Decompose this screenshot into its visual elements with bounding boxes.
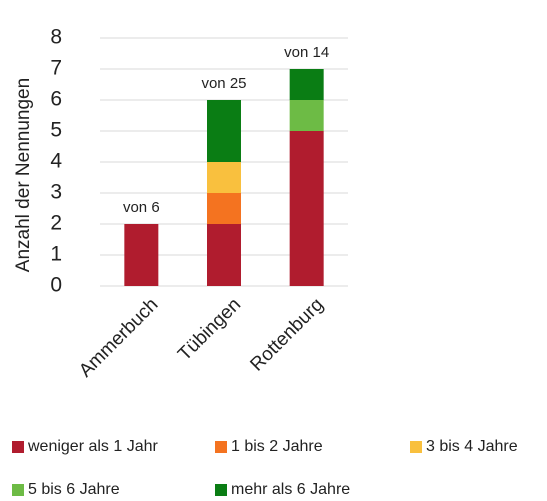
legend-label: 3 bis 4 Jahre <box>426 438 518 455</box>
bar-segment <box>207 193 241 224</box>
legend-label: weniger als 1 Jahr <box>27 438 159 455</box>
legend-swatch <box>215 484 227 496</box>
legend-label: 5 bis 6 Jahre <box>28 481 120 498</box>
legend-swatch <box>410 441 422 453</box>
y-tick-label: 0 <box>50 274 62 297</box>
x-tick-label: Ammerbuch <box>75 294 162 381</box>
bar-segment <box>289 69 324 100</box>
x-tick-label: Tübingen <box>174 294 245 365</box>
bar-segment <box>207 224 241 286</box>
bar-annotation: von 14 <box>284 44 329 61</box>
bar-segment <box>289 131 324 286</box>
y-tick-label: 1 <box>50 243 62 266</box>
legend-swatch <box>12 441 24 453</box>
bar-annotation: von 25 <box>201 75 246 92</box>
bar-segment <box>124 224 159 286</box>
y-tick-label: 3 <box>50 181 62 204</box>
y-tick-label: 6 <box>50 88 62 111</box>
y-tick-label: 7 <box>50 57 62 80</box>
bar-segment <box>289 100 324 131</box>
y-tick-label: 4 <box>50 150 62 173</box>
legend-swatch <box>12 484 24 496</box>
x-tick-label: Rottenburg <box>246 294 327 375</box>
y-tick-label: 8 <box>50 26 62 49</box>
y-tick-label: 5 <box>50 119 62 142</box>
bar-segment <box>207 162 241 193</box>
legend-label: 1 bis 2 Jahre <box>231 438 323 455</box>
y-tick-label: 2 <box>50 212 62 235</box>
legend-label: mehr als 6 Jahre <box>231 481 350 498</box>
bar-segment <box>207 100 241 162</box>
bar-annotation: von 6 <box>123 199 160 216</box>
legend-swatch <box>215 441 227 453</box>
y-axis-label: Anzahl der Nennungen <box>13 78 34 272</box>
